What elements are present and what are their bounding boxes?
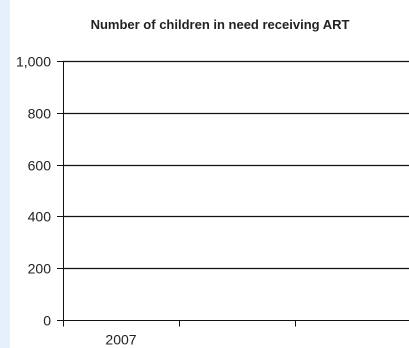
y-tick-label: 400 <box>28 209 52 225</box>
chart-title: Number of children in need receiving ART <box>91 17 350 32</box>
gridlines <box>63 60 409 270</box>
x-axis-ticks: 2007 <box>63 320 296 348</box>
y-tick-label: 0 <box>43 313 51 329</box>
x-tick-label: 2007 <box>105 332 136 348</box>
y-tick-label: 600 <box>28 158 52 174</box>
y-tick-label: 200 <box>28 261 52 277</box>
y-tick-label: 1,000 <box>16 54 51 70</box>
y-tick-label: 800 <box>28 106 52 122</box>
side-panel-strip <box>0 0 10 348</box>
y-tick-labels: 0 200 400 600 800 1,000 <box>16 54 51 329</box>
axes <box>57 61 409 321</box>
